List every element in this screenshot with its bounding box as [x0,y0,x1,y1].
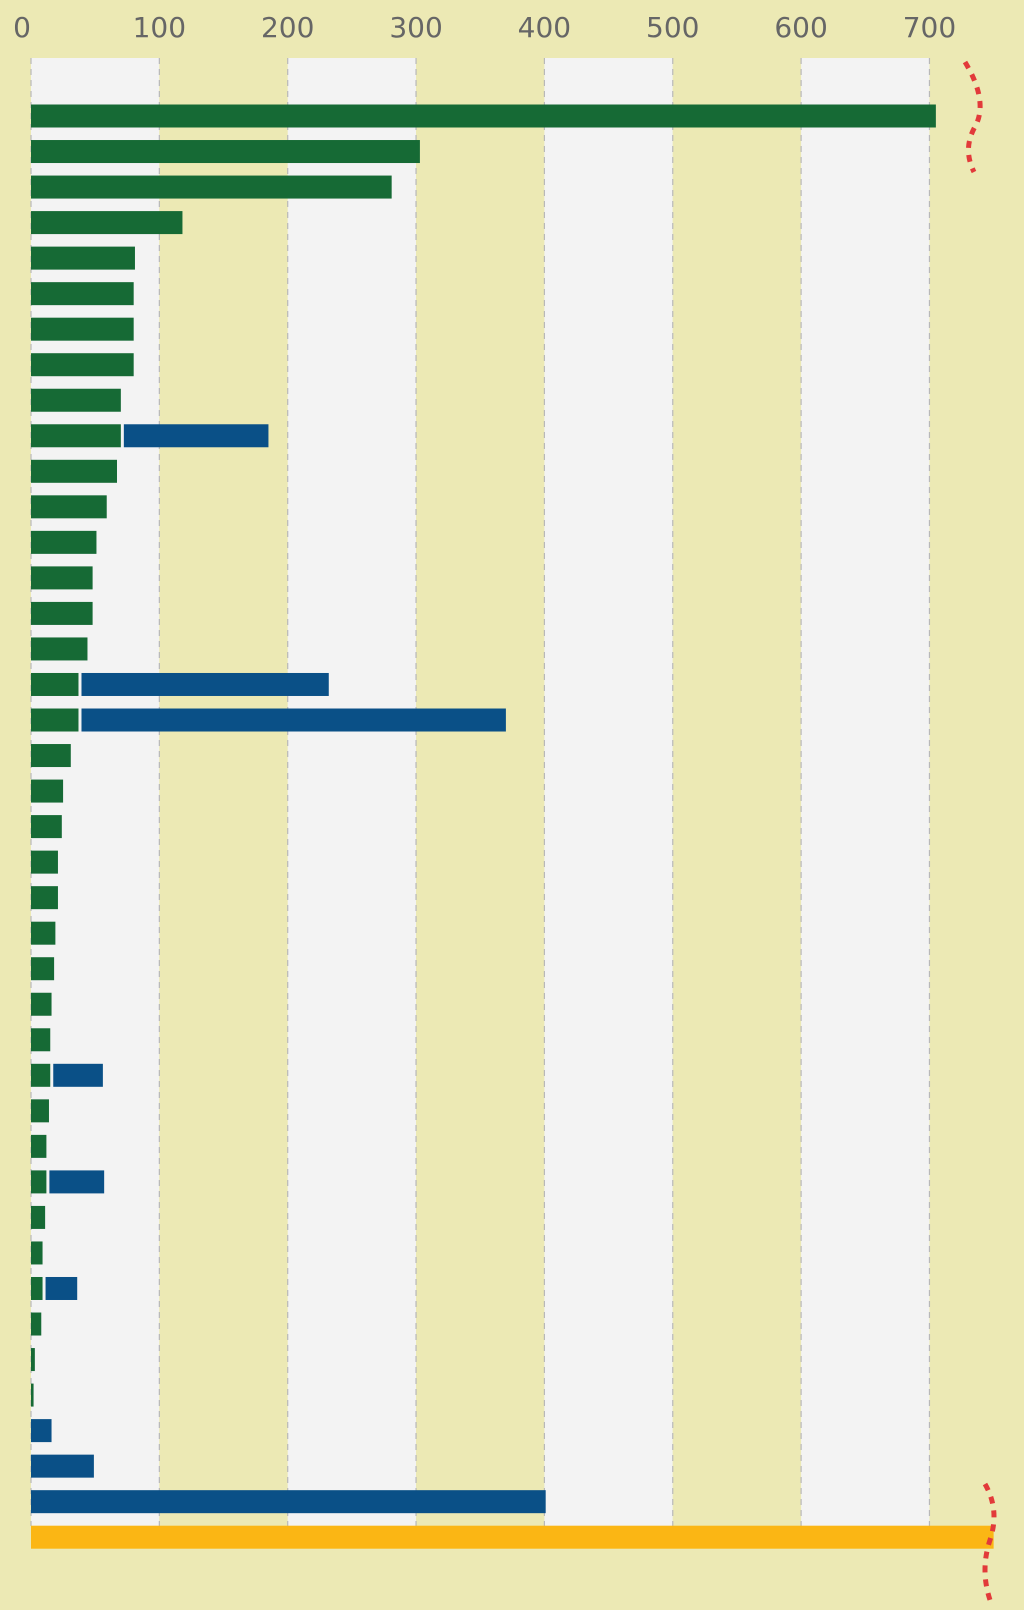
bar-row-38-series-2 [31,1419,52,1443]
x-tick-label: 400 [518,11,571,44]
bar-row-36-series-1 [31,1348,35,1372]
bar-row-20-series-1 [31,779,64,803]
bar-row-3-series-1 [31,175,392,199]
x-axis-tick-labels: 0 100 200 300 400 500 600 700 [13,11,956,44]
bar-row-12-series-1 [31,495,107,519]
bar-row-19-series-1 [31,744,71,768]
bar-row-41-series-3 [31,1525,994,1549]
bar-row-32-series-1 [31,1205,46,1229]
band-100-200 [159,58,288,1526]
bar-row-34-series-1 [31,1276,43,1300]
axis-break-markers [962,60,997,1601]
bar-row-9-series-1 [31,388,121,412]
bar-row-16-series-1 [31,637,88,661]
bar-row-39-series-2 [31,1454,94,1478]
bar-row-34-series-2 [45,1276,78,1300]
axis-break-marker-bottom [982,1482,997,1601]
bar-row-22-series-1 [31,850,58,874]
band-500-600 [672,58,802,1526]
bar-row-15-series-1 [31,601,93,625]
bar-row-21-series-1 [31,815,62,839]
axis-break-marker-top [962,60,983,174]
bar-row-2-series-1 [31,140,420,164]
bar-row-28-series-1 [31,1063,51,1087]
bar-row-29-series-1 [31,1099,49,1123]
bar-row-18-series-2 [81,708,506,732]
x-tick-label: 600 [774,11,827,44]
x-tick-label: 200 [261,11,314,44]
background-bands [31,58,930,1526]
bar-row-1-series-1 [31,104,936,128]
x-tick-label: 500 [646,11,699,44]
bars [31,104,994,1549]
bar-row-6-series-1 [31,282,134,306]
bar-row-25-series-1 [31,957,55,981]
x-tick-label: 100 [133,11,186,44]
bar-row-33-series-1 [31,1241,43,1265]
bar-row-4-series-1 [31,211,183,235]
bar-row-24-series-1 [31,921,56,945]
bar-row-31-series-1 [31,1170,47,1194]
bar-row-35-series-1 [31,1312,42,1336]
x-tick-label: 700 [903,11,956,44]
bar-row-37-series-1 [31,1383,34,1407]
band-300-400 [416,58,545,1526]
bar-row-7-series-1 [31,317,134,341]
bar-row-28-series-2 [53,1063,103,1087]
bar-row-5-series-1 [31,246,135,270]
x-tick-label: 300 [389,11,442,44]
band-400-500 [544,58,673,1526]
bar-row-14-series-1 [31,566,93,590]
bar-row-17-series-1 [31,672,79,696]
x-tick-label: 0 [13,11,31,44]
bar-row-11-series-1 [31,459,117,483]
bar-row-13-series-1 [31,530,97,554]
bar-row-10-series-1 [31,424,121,448]
bar-row-18-series-1 [31,708,79,732]
bar-row-31-series-2 [49,1170,105,1194]
band-600-700 [801,58,930,1526]
bar-row-10-series-2 [123,424,269,448]
bar-row-40-series-2 [31,1490,546,1514]
bar-row-26-series-1 [31,992,52,1016]
bar-row-23-series-1 [31,886,58,910]
bar-row-8-series-1 [31,353,134,377]
bar-row-27-series-1 [31,1028,51,1052]
bar-row-30-series-1 [31,1134,47,1158]
band-200-300 [287,58,417,1526]
bar-row-17-series-2 [81,672,329,696]
